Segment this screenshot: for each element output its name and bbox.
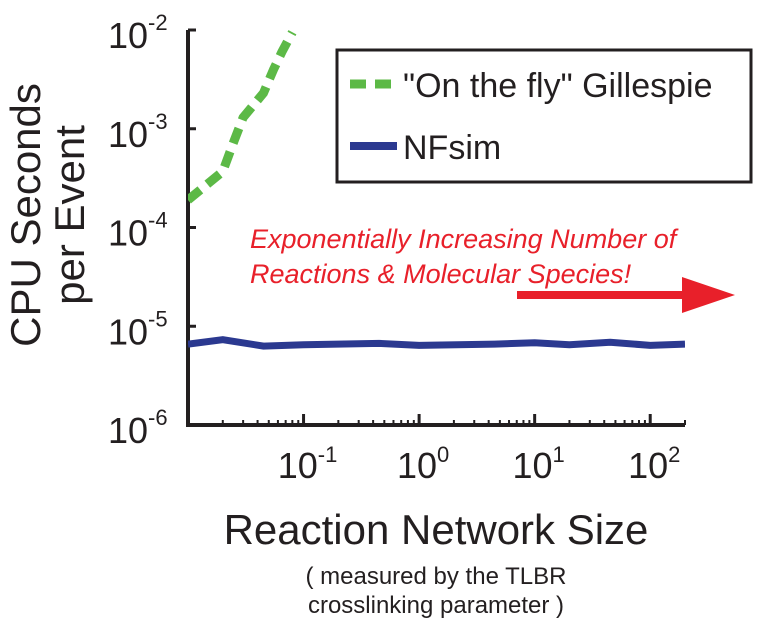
x-tick-labels: 10-1 100 101 102 (278, 442, 681, 486)
x-axis-note-line-2: crosslinking parameter ) (308, 592, 564, 619)
x-tick-label: 102 (628, 442, 680, 486)
x-axis-note-line-1: ( measured by the TLBR (305, 563, 566, 590)
annotation-line-1: Exponentially Increasing Number of (250, 224, 679, 254)
series-line-nfsim (188, 336, 685, 350)
y-tick-label: 10-2 (108, 10, 168, 56)
y-axis-title-line-1: CPU Seconds (2, 83, 49, 347)
y-tick-labels: 10-2 10-3 10-4 10-5 10-6 (108, 10, 168, 451)
annotation-line-2: Reactions & Molecular Species! (250, 259, 632, 289)
y-tick-label: 10-4 (108, 208, 168, 254)
legend-box (335, 48, 753, 184)
y-tick-label: 10-3 (108, 109, 168, 155)
legend-label-nfsim: NFsim (403, 129, 501, 167)
y-ticks (188, 28, 196, 427)
annotation-arrow-head (682, 277, 735, 313)
x-axis-title: Reaction Network Size (224, 506, 649, 553)
y-tick-label: 10-6 (108, 405, 168, 451)
legend-label-gillespie: "On the fly" Gillespie (403, 67, 713, 105)
x-major-ticks (302, 414, 652, 425)
x-tick-label: 101 (513, 442, 565, 486)
y-tick-label: 10-5 (108, 306, 168, 352)
y-axis-title-line-2: per Event (46, 125, 93, 305)
series-line-gillespie (188, 30, 297, 204)
x-tick-label: 100 (397, 442, 449, 486)
legend: "On the fly" Gillespie NFsim (335, 48, 753, 184)
x-tick-label: 10-1 (278, 442, 338, 486)
x-minor-ticks (221, 420, 686, 425)
